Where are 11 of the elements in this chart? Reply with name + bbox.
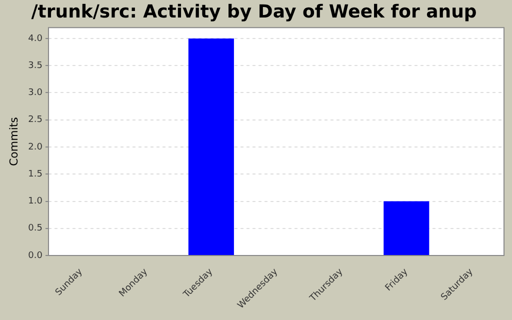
y-tick-label: 1.5 [28,169,43,180]
y-axis-title: Commits [7,116,20,166]
y-tick-label: 0.5 [28,224,43,234]
y-tick-label: 4.0 [28,34,43,44]
y-tick-label: 2.5 [28,115,43,126]
y-tick-label: 1.0 [28,196,43,207]
y-tick-label: 3.5 [28,60,43,71]
y-tick-label: 0.0 [28,250,43,261]
chart-title: /trunk/src: Activity by Day of Week for anup [31,1,477,22]
y-tick-label: 2.0 [28,142,43,152]
y-tick-label: 3.0 [28,88,43,98]
